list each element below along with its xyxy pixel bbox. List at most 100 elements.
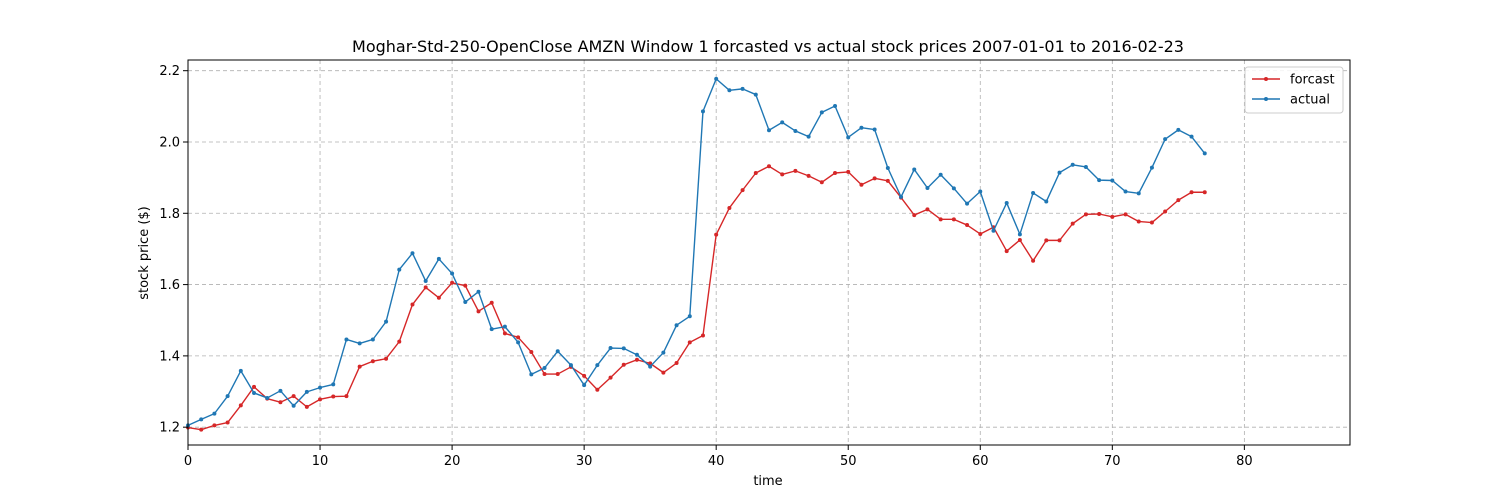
legend-marker-actual [1264,97,1268,101]
data-point-actual [357,341,362,346]
data-point-forcast [397,339,402,344]
data-point-forcast [714,232,719,237]
data-point-forcast [1149,220,1154,225]
data-point-actual [1017,232,1022,237]
data-point-actual [410,251,415,256]
data-point-forcast [753,171,758,176]
data-point-actual [463,300,468,305]
data-point-actual [252,390,257,395]
data-point-actual [1189,134,1194,139]
data-point-forcast [595,387,600,392]
legend-label-actual: actual [1290,93,1330,108]
data-point-actual [1004,200,1009,205]
data-point-actual [542,366,547,370]
data-point-actual [753,92,758,97]
data-point-actual [819,110,824,115]
data-point-actual [951,186,956,191]
data-point-actual [859,125,864,130]
data-point-actual [502,324,507,329]
data-point-forcast [780,172,785,177]
data-point-forcast [674,361,679,366]
data-point-forcast [806,173,811,178]
data-point-forcast [291,394,296,399]
data-point-actual [1044,199,1049,204]
data-point-forcast [965,223,970,228]
data-point-actual [621,346,626,351]
legend-item-forcast: forcast [1252,73,1335,88]
data-point-actual [436,256,441,261]
data-point-forcast [450,280,455,285]
data-point-forcast [740,188,745,193]
data-point-forcast [384,356,389,361]
data-point-forcast [1031,258,1036,263]
y-tick-label: 2.0 [159,135,180,150]
data-point-actual [225,394,230,399]
data-point-forcast [278,400,283,405]
data-point-forcast [370,359,375,364]
x-tick-label: 20 [444,454,461,469]
data-point-forcast [344,394,349,399]
x-tick-label: 0 [184,454,192,469]
data-point-forcast [621,362,626,367]
x-tick-label: 50 [840,454,857,469]
data-point-forcast [436,295,441,300]
x-tick-label: 70 [1104,454,1121,469]
data-point-actual [674,323,679,328]
data-point-forcast [608,375,613,380]
x-tick-label: 80 [1236,454,1253,469]
data-point-actual [885,166,890,171]
x-tick-label: 40 [708,454,725,469]
legend: forcast actual [1244,66,1344,114]
data-point-forcast [819,180,824,185]
data-point-forcast [727,205,732,210]
data-point-actual [1163,137,1168,142]
data-point-actual [1123,189,1128,194]
data-point-actual [661,350,666,355]
data-point-actual [1070,162,1075,167]
data-point-actual [1136,191,1141,196]
data-point-forcast [489,300,494,305]
data-point-forcast [859,182,864,187]
data-point-forcast [318,397,323,402]
data-point-actual [714,76,719,81]
data-point-actual [318,385,323,390]
data-point-forcast [700,333,705,338]
data-point-actual [265,395,270,400]
data-point-forcast [1097,212,1102,216]
data-point-actual [1176,127,1181,132]
data-point-actual [793,128,798,133]
data-point-forcast [1202,190,1207,195]
data-point-forcast [1017,238,1022,243]
plot-area-frame [187,59,1351,446]
data-point-forcast [846,169,851,174]
data-point-forcast [212,423,217,428]
data-point-actual [899,194,904,199]
data-point-forcast [463,283,468,288]
data-point-actual [529,372,534,377]
data-point-forcast [357,364,362,369]
x-axis-label: time [753,474,782,489]
data-point-forcast [885,178,890,183]
data-point-forcast [634,357,639,362]
data-point-actual [304,389,309,394]
data-point-forcast [912,213,917,218]
data-point-forcast [1163,209,1168,214]
y-tick-label: 1.4 [159,349,180,364]
x-tick-label: 60 [972,454,989,469]
y-tick-label: 2.2 [159,64,180,79]
data-point-actual [780,120,785,125]
data-point-forcast [238,403,243,408]
axis-ticks: 0 10 20 30 40 50 60 70 80 1.2 1.4 1.6 1.8 2.0 2.2 [159,64,1252,469]
data-point-forcast [1176,198,1181,203]
data-point-forcast [225,420,230,425]
data-point-forcast [529,349,534,354]
data-point-actual [344,337,349,342]
data-point-actual [278,388,283,393]
data-point-actual [700,109,705,114]
data-point-actual [1202,151,1207,156]
data-point-forcast [1083,212,1088,217]
chart-title: Moghar-Std-250-OpenClose AMZN Window 1 f… [352,37,1184,56]
data-point-forcast [331,394,336,399]
data-point-forcast [925,207,930,212]
data-point-actual [833,103,838,108]
